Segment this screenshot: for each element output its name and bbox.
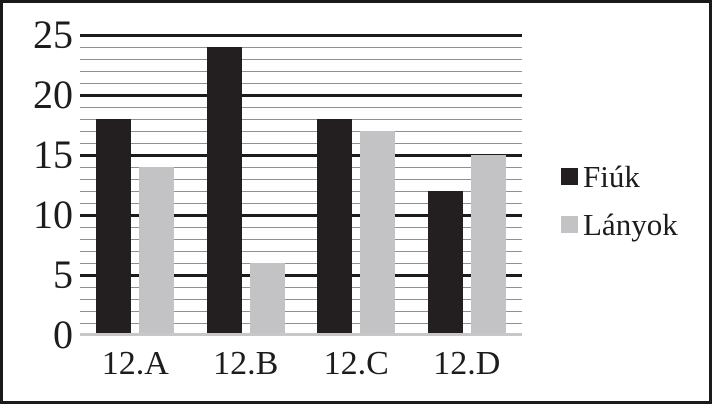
gridline-minor bbox=[80, 166, 522, 168]
y-tick-label: 10 bbox=[33, 192, 73, 237]
gridline-minor bbox=[80, 286, 522, 288]
gridline-minor bbox=[80, 46, 522, 48]
gridline-minor bbox=[80, 298, 522, 300]
bar-fiuk-12a bbox=[96, 119, 132, 335]
plot-area bbox=[80, 33, 522, 336]
legend-item-fiuk: Fiúk bbox=[561, 161, 678, 192]
legend-label: Fiúk bbox=[583, 159, 640, 194]
gridline-minor bbox=[80, 70, 522, 72]
gridline-major bbox=[80, 33, 522, 37]
gridline-minor bbox=[80, 322, 522, 324]
gridline-major bbox=[80, 213, 522, 217]
gridline-minor bbox=[80, 58, 522, 60]
legend-item-lanyok: Lányok bbox=[561, 209, 678, 240]
y-tick-label: 0 bbox=[53, 312, 73, 357]
y-tick-label: 25 bbox=[33, 12, 73, 57]
gridline-minor bbox=[80, 106, 522, 108]
legend-label: Lányok bbox=[583, 207, 678, 242]
x-category-label: 12.C bbox=[323, 345, 389, 382]
y-tick-label: 20 bbox=[33, 72, 73, 117]
gridline-minor bbox=[80, 178, 522, 180]
y-tick-label: 5 bbox=[53, 252, 73, 297]
legend-swatch bbox=[561, 216, 578, 233]
gridline-minor bbox=[80, 310, 522, 312]
bar-fiuk-12c bbox=[317, 119, 353, 335]
gridline-minor bbox=[80, 262, 522, 264]
x-category-label: 12.B bbox=[213, 345, 279, 382]
y-tick-label: 15 bbox=[33, 132, 73, 177]
legend-swatch bbox=[561, 168, 578, 185]
gridline-major bbox=[80, 93, 522, 97]
bar-fiuk-12d bbox=[427, 191, 463, 335]
bar-lanyok-12b bbox=[249, 263, 285, 335]
bar-lanyok-12d bbox=[470, 155, 506, 335]
gridline-minor bbox=[80, 238, 522, 240]
gridline-major bbox=[80, 153, 522, 157]
gridline-minor bbox=[80, 118, 522, 120]
x-axis-line bbox=[80, 333, 522, 336]
gridline-major bbox=[80, 273, 522, 277]
gridline-minor bbox=[80, 190, 522, 192]
bar-fiuk-12b bbox=[206, 47, 242, 335]
x-category-label: 12.A bbox=[101, 345, 169, 382]
bar-lanyok-12a bbox=[139, 167, 175, 335]
gridline-minor bbox=[80, 202, 522, 204]
legend: Fiúk Lányok bbox=[561, 161, 678, 240]
gridline-minor bbox=[80, 250, 522, 252]
gridline-minor bbox=[80, 82, 522, 84]
bar-lanyok-12c bbox=[360, 131, 396, 335]
gridline-minor bbox=[80, 130, 522, 132]
x-category-label: 12.D bbox=[433, 345, 501, 382]
gridline-minor bbox=[80, 142, 522, 144]
gridline-minor bbox=[80, 226, 522, 228]
